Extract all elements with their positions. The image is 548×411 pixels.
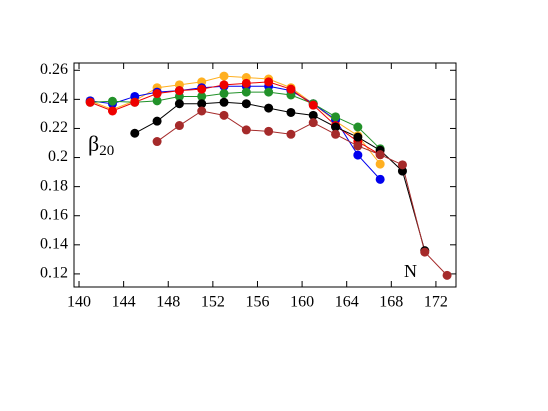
- data-point: [331, 129, 341, 139]
- data-point: [219, 71, 229, 81]
- x-tick-label: 160: [290, 294, 314, 311]
- data-point: [85, 97, 95, 107]
- data-point: [219, 89, 229, 99]
- x-tick-label: 172: [424, 294, 448, 311]
- data-point: [286, 84, 296, 94]
- data-point: [152, 137, 162, 147]
- data-point: [174, 121, 184, 131]
- data-point: [197, 99, 207, 109]
- data-point: [375, 159, 385, 169]
- x-tick-label: 164: [335, 294, 359, 311]
- data-point: [174, 99, 184, 109]
- data-point: [130, 128, 140, 138]
- y-tick-label: 0.26: [40, 61, 68, 78]
- data-point: [375, 150, 385, 160]
- data-point: [420, 247, 430, 257]
- data-point: [264, 87, 274, 97]
- data-point: [264, 103, 274, 113]
- y-tick-label: 0.14: [40, 235, 68, 252]
- data-point: [397, 160, 407, 170]
- data-point: [308, 110, 318, 120]
- y-tick-label: 0.24: [40, 90, 68, 107]
- series-line: [156, 110, 448, 276]
- data-point: [241, 78, 251, 88]
- data-point: [197, 106, 207, 116]
- data-point: [375, 174, 385, 184]
- y-label-symbol: β: [88, 131, 99, 156]
- data-point: [331, 112, 341, 122]
- data-point: [219, 80, 229, 90]
- data-point: [308, 118, 318, 128]
- y-tick-label: 0.12: [40, 265, 68, 282]
- data-point: [219, 97, 229, 107]
- data-point: [107, 96, 117, 106]
- y-tick-label: 0.22: [40, 119, 68, 136]
- data-point: [130, 97, 140, 107]
- data-point: [286, 107, 296, 117]
- data-point: [264, 77, 274, 87]
- data-point: [286, 129, 296, 139]
- data-point: [331, 122, 341, 132]
- data-point: [197, 84, 207, 94]
- data-point: [197, 91, 207, 101]
- plot-frame: [73, 62, 457, 288]
- data-point: [353, 132, 363, 142]
- data-point: [241, 125, 251, 135]
- data-point: [174, 86, 184, 96]
- data-point: [152, 89, 162, 99]
- y-label-subscript: 20: [99, 143, 114, 159]
- data-point: [308, 100, 318, 110]
- data-point: [264, 126, 274, 136]
- data-point: [241, 87, 251, 97]
- x-tick-label: 152: [201, 294, 225, 311]
- data-point: [219, 110, 229, 120]
- y-tick-label: 0.16: [40, 206, 68, 223]
- data-point: [107, 106, 117, 116]
- data-point: [152, 116, 162, 126]
- y-axis-label: β20: [88, 131, 114, 159]
- x-tick-label: 168: [379, 294, 403, 311]
- y-tick-label: 0.18: [40, 177, 68, 194]
- data-point: [152, 96, 162, 106]
- x-tick-label: 140: [67, 294, 91, 311]
- data-point: [442, 270, 452, 280]
- data-point: [353, 141, 363, 151]
- data-point: [241, 99, 251, 109]
- x-tick-label: 144: [112, 294, 136, 311]
- x-tick-label: 156: [245, 294, 269, 311]
- data-point: [353, 150, 363, 160]
- x-axis-label: N: [404, 261, 417, 281]
- data-point: [353, 122, 363, 132]
- y-tick-label: 0.2: [48, 148, 68, 165]
- data-point: [397, 166, 407, 176]
- x-tick-label: 148: [156, 294, 180, 311]
